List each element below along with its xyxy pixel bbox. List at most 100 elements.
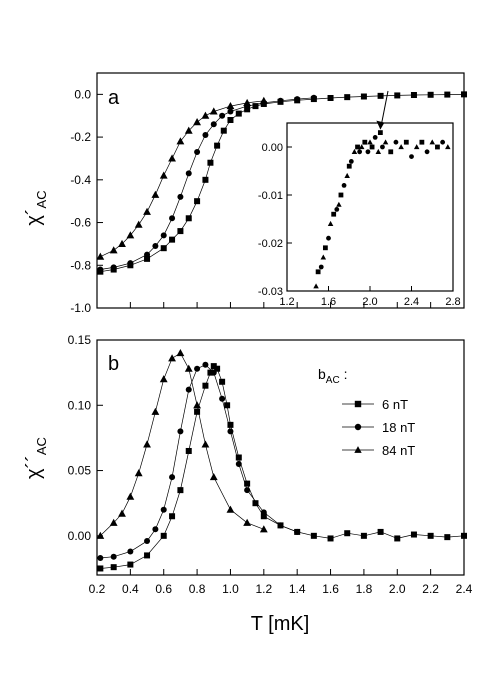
panel-b-point bbox=[444, 534, 451, 541]
panel-a-point bbox=[97, 266, 104, 273]
panel-a-point bbox=[144, 251, 151, 258]
inset-point bbox=[351, 148, 358, 154]
panel-b-point bbox=[227, 421, 234, 428]
panel-b-point bbox=[144, 552, 151, 559]
panel-a: a χ´AC -1.0 -0.8 -0.6 -0.4 -0.2 0.0 -0.03 -0.02… bbox=[23, 72, 467, 315]
inset-point bbox=[336, 201, 342, 207]
panel-b-point bbox=[144, 538, 151, 545]
panel-a-point bbox=[169, 236, 176, 243]
panel-b-point bbox=[201, 440, 210, 448]
inset-point bbox=[435, 144, 440, 150]
panel-a-point bbox=[214, 142, 221, 149]
panel-a-y-tick-label: 0.0 bbox=[74, 87, 91, 101]
panel-b-point bbox=[394, 535, 401, 542]
panel-b-point bbox=[152, 526, 159, 533]
legend-marker bbox=[354, 446, 362, 453]
inset-point bbox=[429, 139, 436, 145]
panel-a-point bbox=[96, 252, 105, 260]
panel-a-point bbox=[118, 239, 126, 247]
panel-a-y-axis-label: χ´AC bbox=[23, 190, 49, 225]
panel-b-point bbox=[259, 525, 268, 533]
panel-a-point bbox=[168, 154, 176, 162]
panel-a-point bbox=[252, 103, 259, 110]
panel-a-y-tick-label: -0.6 bbox=[70, 216, 91, 230]
panel-a-point bbox=[202, 176, 209, 183]
panel-b-y-tick-label: 0.10 bbox=[68, 398, 92, 412]
panel-a-point bbox=[144, 255, 151, 262]
inset-point bbox=[327, 220, 334, 226]
panel-a-point bbox=[277, 97, 284, 104]
panel-a-point bbox=[410, 92, 417, 99]
inset-point bbox=[318, 264, 324, 270]
panel-a-point bbox=[194, 149, 201, 156]
panel-a-point bbox=[151, 190, 160, 198]
panel-a-point bbox=[193, 118, 202, 126]
panel-b-point bbox=[97, 555, 104, 562]
inset-point bbox=[377, 130, 383, 135]
inset-arrow-head bbox=[376, 120, 385, 130]
panel-b-series-line bbox=[100, 365, 465, 569]
panel-a-label: a bbox=[108, 87, 120, 109]
panel-a-point bbox=[202, 131, 209, 138]
inset-point bbox=[338, 192, 344, 198]
x-tick-label: 1.0 bbox=[222, 582, 239, 596]
legend-marker bbox=[354, 423, 362, 431]
inset-x-tick-label: 2.0 bbox=[362, 296, 377, 308]
panel-b-y-tick-label: 0.15 bbox=[68, 333, 92, 347]
panel-a-point bbox=[194, 198, 201, 205]
panel-b-point bbox=[344, 530, 351, 537]
panel-b-point bbox=[169, 513, 176, 520]
panel-a-point bbox=[159, 171, 168, 179]
inset-point bbox=[355, 144, 360, 150]
panel-a-point bbox=[201, 111, 210, 119]
panel-b-point bbox=[235, 454, 242, 461]
inset-x-tick-label: 1.6 bbox=[321, 296, 336, 308]
panel-b-point bbox=[219, 378, 226, 385]
panel-a-point bbox=[185, 170, 192, 177]
inset-x-tick-label: 2.4 bbox=[404, 296, 419, 308]
panel-a-point bbox=[310, 94, 317, 101]
inset-x-tick-label: 1.2 bbox=[279, 296, 294, 308]
panel-a-y-tick-label: -0.2 bbox=[70, 130, 91, 144]
panel-b-point bbox=[260, 513, 267, 520]
panel-a-point bbox=[184, 126, 193, 134]
x-axis-label: T [mK] bbox=[251, 613, 310, 635]
panel-b-point bbox=[209, 473, 218, 481]
panel-b-point bbox=[224, 402, 231, 409]
panel-b-point bbox=[244, 487, 251, 494]
panel-a-point bbox=[360, 93, 367, 100]
inset-point bbox=[413, 144, 420, 150]
panel-a-point bbox=[160, 232, 167, 239]
inset-point bbox=[382, 139, 389, 145]
panel-b-point bbox=[193, 401, 202, 409]
panel-b-point bbox=[461, 532, 467, 539]
inset-point bbox=[393, 139, 399, 145]
panel-b-point bbox=[177, 487, 184, 494]
panel-a-point bbox=[226, 102, 235, 110]
panel-b-point bbox=[97, 565, 104, 572]
panel-a-point bbox=[110, 264, 117, 271]
panel-b-point bbox=[185, 447, 192, 454]
panel-b-point bbox=[185, 386, 192, 393]
panel-a-point bbox=[259, 96, 268, 104]
panel-a-point bbox=[219, 112, 226, 119]
panel-a-point bbox=[176, 137, 185, 145]
panel-b-point bbox=[310, 532, 317, 539]
panel-a-point bbox=[461, 91, 467, 98]
panel-b-point bbox=[294, 528, 301, 535]
x-tick-label: 1.8 bbox=[356, 582, 373, 596]
panel-a-point bbox=[185, 215, 192, 222]
panel-a-point bbox=[152, 243, 159, 250]
x-tick-label: 2.0 bbox=[389, 582, 406, 596]
panel-b-point bbox=[226, 505, 235, 513]
panel-b-point bbox=[377, 528, 384, 535]
panel-a-frame bbox=[96, 72, 465, 309]
panel-b-point bbox=[210, 369, 217, 376]
panel-b-point bbox=[327, 535, 334, 542]
panel-b-point bbox=[168, 354, 176, 362]
panel-a-point bbox=[126, 231, 135, 239]
x-tick-label: 2.4 bbox=[456, 582, 473, 596]
inset-point bbox=[334, 207, 340, 212]
panel-a-point bbox=[227, 108, 234, 115]
panel-a-y-tick-label: -0.4 bbox=[70, 173, 91, 187]
